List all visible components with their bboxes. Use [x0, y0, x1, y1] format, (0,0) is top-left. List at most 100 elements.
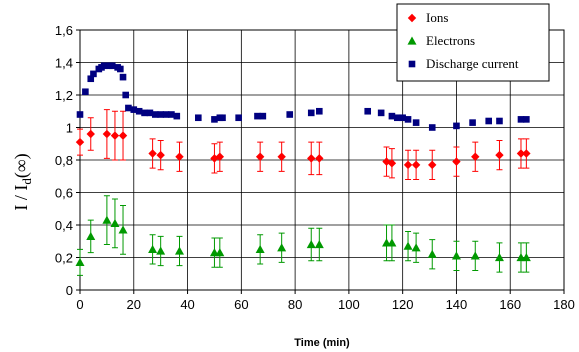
data-point-discharge-current [388, 112, 396, 120]
data-point-ions [118, 131, 128, 140]
data-point-discharge-current [399, 114, 406, 122]
data-point-ions [215, 152, 225, 161]
data-point-ions [522, 149, 531, 158]
data-point-discharge-current [117, 65, 124, 73]
data-point-electrons [277, 243, 287, 252]
data-point-discharge-current [162, 111, 170, 118]
legend-box [396, 3, 550, 82]
x-tick-label: 20 [127, 297, 141, 312]
y-axis-label: I / Id(∞) [11, 153, 34, 210]
x-tick-label: 160 [499, 297, 521, 312]
y-axis-label-main: I / I [11, 185, 31, 211]
data-point-discharge-current [307, 109, 315, 117]
data-point-discharge-current [235, 114, 242, 122]
x-tick-label: 120 [392, 297, 414, 312]
legend-marker-discharge-current [408, 60, 416, 68]
y-tick-label: 0 [66, 283, 73, 298]
data-point-discharge-current [404, 116, 412, 123]
data-point-ions [403, 160, 413, 170]
y-tick-label: 0,6 [55, 186, 73, 201]
data-point-discharge-current [469, 119, 476, 126]
data-point-discharge-current [130, 106, 138, 113]
data-point-discharge-current [286, 111, 294, 118]
data-point-ions [315, 154, 324, 163]
data-point-electrons [156, 246, 166, 255]
series-ions [75, 109, 531, 180]
series-electrons [75, 195, 531, 276]
data-point-discharge-current [90, 70, 97, 78]
data-point-ions [110, 131, 120, 140]
x-tick-label: 100 [338, 297, 360, 312]
data-point-ions [495, 150, 504, 160]
data-point-electrons [110, 218, 120, 227]
data-point-electrons [451, 251, 461, 260]
x-tick-label: 140 [446, 297, 468, 312]
legend-item-ions: Ions [407, 10, 448, 25]
data-point-ions [382, 157, 391, 166]
x-tick-label: 40 [180, 297, 194, 312]
data-point-ions [102, 129, 112, 139]
data-point-electrons [403, 241, 413, 250]
data-point-discharge-current [412, 119, 420, 126]
series-layer [75, 62, 531, 276]
x-tick-label: 0 [76, 297, 83, 312]
legend-label: Electrons [426, 33, 475, 48]
x-axis: 0 20 40 60 80 100 120 140 160 180 [76, 290, 575, 312]
data-point-ions [277, 152, 286, 161]
data-point-discharge-current [523, 116, 530, 123]
y-tick-label: 1,4 [55, 56, 73, 71]
y-tick-label: 1,6 [55, 23, 73, 38]
data-point-discharge-current [254, 112, 261, 120]
data-point-ions [428, 160, 437, 170]
data-point-discharge-current [87, 75, 95, 83]
legend: Ions Electrons Discharge current [396, 3, 550, 82]
data-point-ions [307, 154, 316, 163]
x-tick-label: 60 [234, 297, 248, 312]
data-point-electrons [118, 225, 128, 234]
data-point-discharge-current [122, 91, 130, 99]
x-axis-label: Time (min) [294, 337, 350, 349]
data-point-ions [387, 159, 397, 168]
y-axis: 0 0,2 0,4 0,6 0,8 1 1,2 1,4 1,6 [55, 23, 80, 298]
data-point-discharge-current [496, 117, 503, 125]
data-point-discharge-current [100, 62, 108, 70]
legend-marker-electrons [407, 36, 417, 45]
y-tick-label: 0,2 [55, 251, 73, 266]
y-tick-label: 0,8 [55, 153, 73, 168]
data-point-electrons [255, 244, 265, 253]
data-point-discharge-current [157, 111, 164, 118]
data-point-electrons [86, 231, 96, 240]
legend-label: Discharge current [426, 56, 519, 71]
data-point-electrons [494, 253, 504, 262]
series-discharge-current [76, 62, 530, 131]
data-point-discharge-current [211, 116, 218, 123]
data-point-electrons [174, 246, 184, 255]
data-point-discharge-current [173, 112, 181, 120]
y-tick-label: 0,4 [55, 218, 73, 233]
data-point-ions [255, 152, 265, 161]
data-point-discharge-current [393, 114, 401, 122]
data-point-discharge-current [141, 109, 148, 117]
data-point-electrons [387, 238, 397, 247]
data-point-electrons [306, 240, 316, 249]
data-point-ions [411, 160, 421, 170]
data-point-discharge-current [485, 117, 493, 125]
data-point-discharge-current [517, 116, 525, 123]
y-tick-label: 1 [66, 121, 73, 136]
y-axis-label-sub: d [19, 178, 34, 185]
data-point-discharge-current [168, 111, 175, 118]
data-point-discharge-current [316, 107, 323, 115]
data-point-electrons [102, 215, 112, 224]
data-point-discharge-current [377, 109, 385, 117]
y-axis-label-suffix: (∞) [11, 153, 32, 178]
legend-marker-ions [407, 13, 417, 23]
data-point-ions [86, 129, 95, 139]
data-point-ions [156, 150, 165, 160]
data-point-electrons [215, 248, 225, 257]
data-point-discharge-current [259, 112, 267, 120]
legend-item-discharge-current: Discharge current [408, 56, 519, 71]
data-point-discharge-current [453, 122, 460, 130]
legend-item-electrons: Electrons [407, 33, 475, 48]
data-point-ions [452, 157, 461, 166]
